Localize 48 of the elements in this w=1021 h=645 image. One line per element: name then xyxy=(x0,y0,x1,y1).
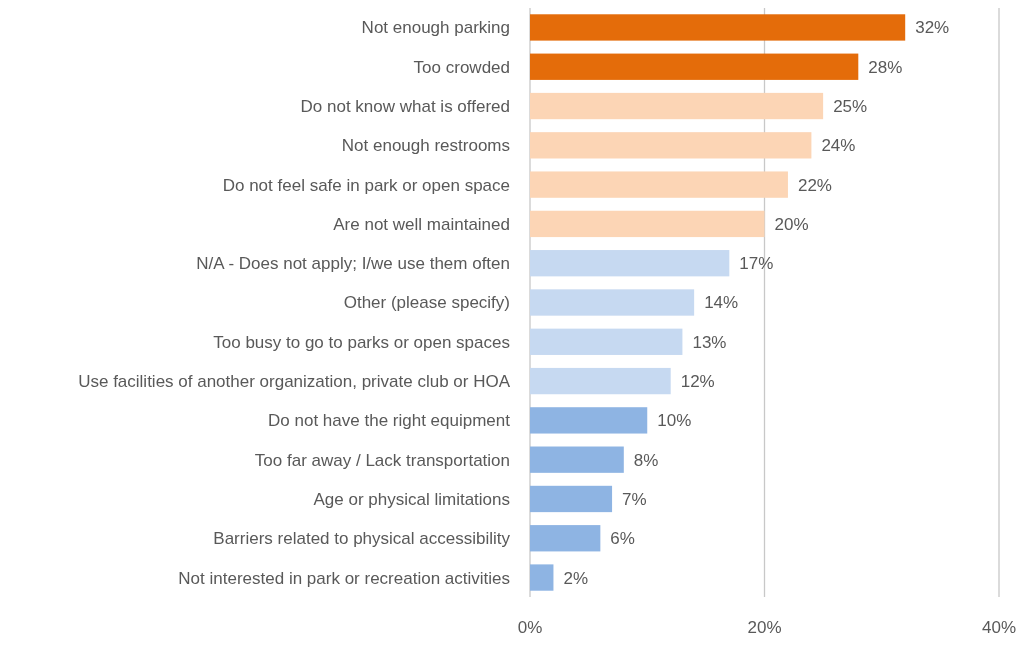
bar xyxy=(530,53,859,80)
y-tick-label: Do not know what is offered xyxy=(300,96,510,116)
x-tick-label: 40% xyxy=(981,618,1017,637)
data-label: 32% xyxy=(915,18,950,38)
x-tick-label: 0% xyxy=(517,618,543,637)
data-label: 8% xyxy=(633,450,659,470)
y-tick-label: Barriers related to physical accessibility xyxy=(213,529,511,549)
y-tick-label: Age or physical limitations xyxy=(313,489,510,509)
data-label: 6% xyxy=(610,529,635,549)
data-label: 12% xyxy=(680,372,715,392)
x-tick-label: 20% xyxy=(747,618,782,637)
bar xyxy=(530,328,683,355)
y-tick-label: Use facilities of another organization, private club or HOA xyxy=(78,372,511,392)
data-label: 22% xyxy=(797,175,832,195)
y-tick-label: Do not feel safe in park or open space xyxy=(222,175,510,195)
data-label: 10% xyxy=(657,411,692,431)
bar xyxy=(530,289,695,316)
y-tick-label: Not enough parking xyxy=(361,18,510,38)
data-label: 14% xyxy=(704,293,739,313)
y-tick-label: Do not have the right equipment xyxy=(268,411,511,431)
bar xyxy=(530,564,554,591)
y-tick-label: Not interested in park or recreation activities xyxy=(178,568,510,588)
bar xyxy=(530,250,730,277)
y-tick-label: Too far away / Lack transportation xyxy=(254,450,510,470)
data-label: 2% xyxy=(563,568,589,588)
bar xyxy=(530,210,765,238)
y-tick-label: Not enough restrooms xyxy=(341,136,510,156)
bar xyxy=(530,485,613,513)
bar xyxy=(530,446,624,473)
y-tick-label: Too crowded xyxy=(413,57,510,77)
bar xyxy=(530,132,812,159)
bar xyxy=(530,367,671,395)
y-tick-label: Are not well maintained xyxy=(333,214,510,234)
data-label: 7% xyxy=(622,489,647,509)
bar xyxy=(530,171,788,198)
y-tick-label: Other (please specify) xyxy=(343,293,510,313)
data-label: 28% xyxy=(868,57,903,77)
bar xyxy=(530,14,906,41)
data-label: 20% xyxy=(774,214,809,234)
data-label: 13% xyxy=(692,332,727,352)
bar xyxy=(530,92,824,120)
data-label: 25% xyxy=(833,96,868,116)
y-tick-label: N/A - Does not apply; I/we use them often xyxy=(196,254,510,274)
data-label: 24% xyxy=(821,136,856,156)
data-label: 17% xyxy=(739,254,774,274)
bar xyxy=(530,525,601,552)
bar xyxy=(530,407,648,434)
y-tick-label: Too busy to go to parks or open spaces xyxy=(213,332,510,352)
